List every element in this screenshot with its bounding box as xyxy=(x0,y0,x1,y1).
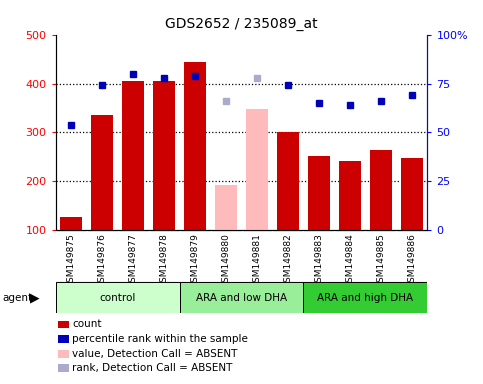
Text: GSM149875: GSM149875 xyxy=(67,233,75,288)
Text: count: count xyxy=(72,319,102,329)
Bar xyxy=(308,156,330,230)
Text: ARA and high DHA: ARA and high DHA xyxy=(317,293,413,303)
Text: GSM149880: GSM149880 xyxy=(222,233,230,288)
Text: GSM149884: GSM149884 xyxy=(345,233,355,288)
Bar xyxy=(91,115,113,230)
Bar xyxy=(56,282,180,313)
Bar xyxy=(246,109,268,230)
Bar xyxy=(184,63,206,230)
Text: GSM149882: GSM149882 xyxy=(284,233,293,288)
Bar xyxy=(180,282,303,313)
Bar xyxy=(401,158,423,230)
Text: GSM149878: GSM149878 xyxy=(159,233,169,288)
Bar xyxy=(122,81,144,230)
Text: ▶: ▶ xyxy=(30,291,40,304)
Text: control: control xyxy=(99,293,136,303)
Text: ARA and low DHA: ARA and low DHA xyxy=(196,293,287,303)
Text: GSM149883: GSM149883 xyxy=(314,233,324,288)
Text: GSM149886: GSM149886 xyxy=(408,233,416,288)
Text: GSM149879: GSM149879 xyxy=(190,233,199,288)
Text: rank, Detection Call = ABSENT: rank, Detection Call = ABSENT xyxy=(72,363,233,373)
Bar xyxy=(339,161,361,230)
Bar xyxy=(277,132,299,230)
Bar xyxy=(215,185,237,230)
Text: GSM149877: GSM149877 xyxy=(128,233,138,288)
Text: GSM149881: GSM149881 xyxy=(253,233,261,288)
Text: GSM149876: GSM149876 xyxy=(98,233,107,288)
Title: GDS2652 / 235089_at: GDS2652 / 235089_at xyxy=(165,17,318,31)
Bar xyxy=(60,217,82,230)
Text: GSM149885: GSM149885 xyxy=(376,233,385,288)
Bar xyxy=(370,150,392,230)
Text: value, Detection Call = ABSENT: value, Detection Call = ABSENT xyxy=(72,349,238,359)
Text: agent: agent xyxy=(2,293,32,303)
Text: percentile rank within the sample: percentile rank within the sample xyxy=(72,334,248,344)
Bar xyxy=(153,81,175,230)
Bar xyxy=(303,282,427,313)
